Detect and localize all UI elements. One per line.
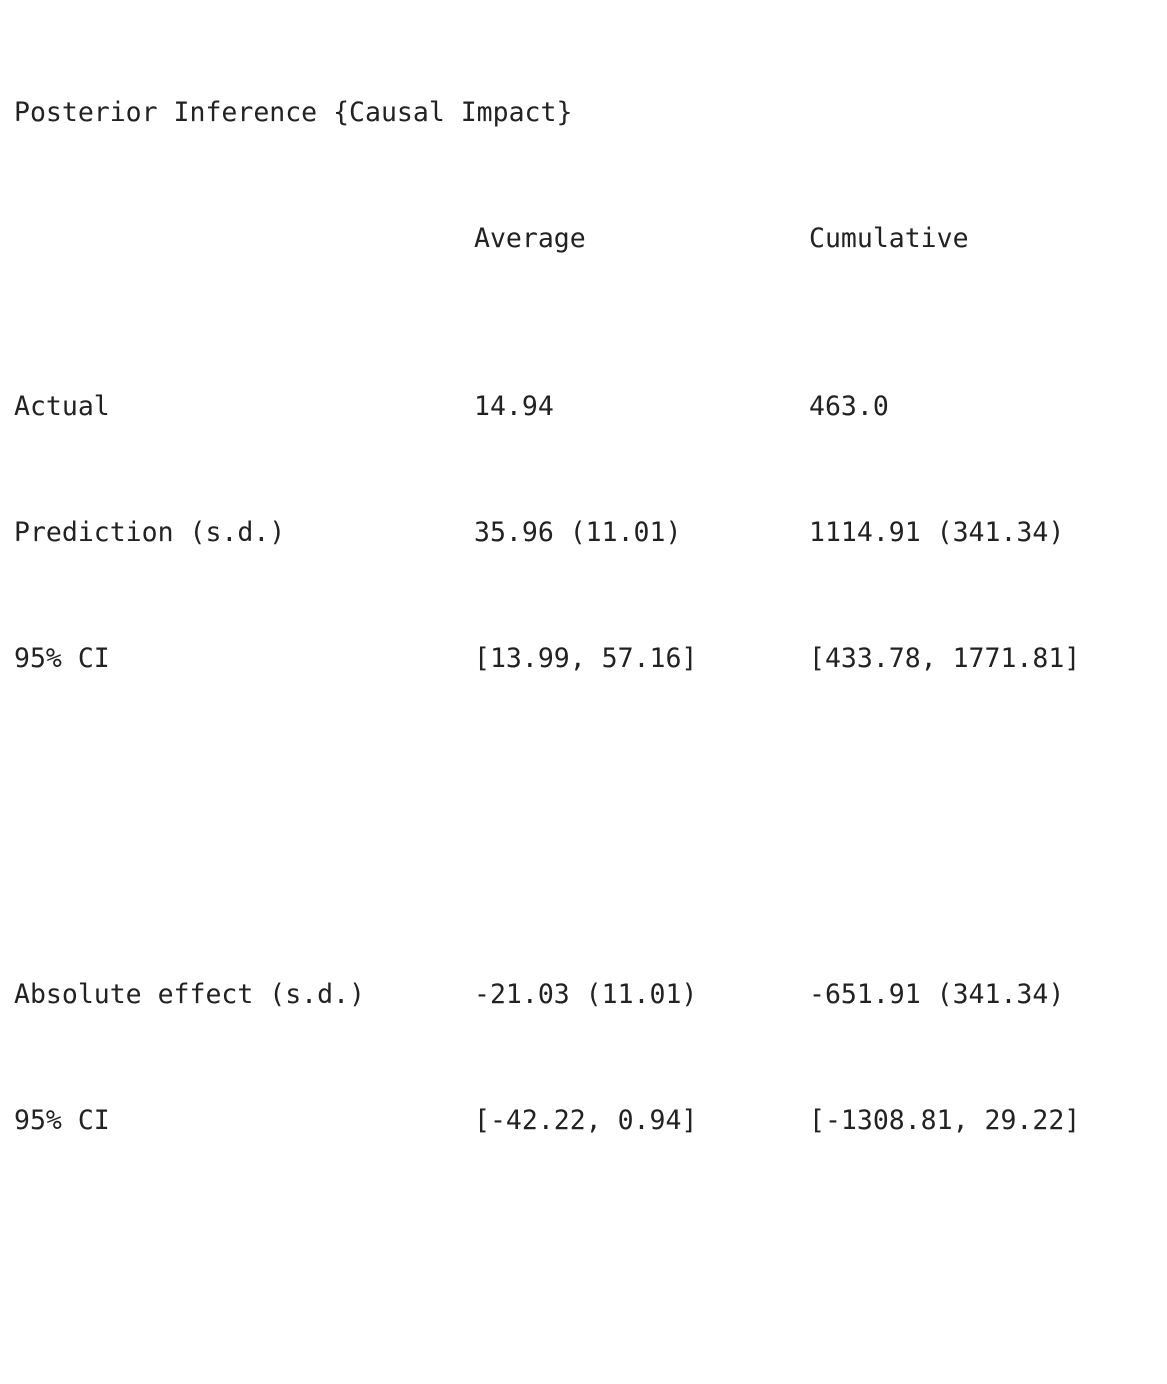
summary-title-row: Posterior Inference {Causal Impact} [14, 92, 572, 134]
row-label: Actual [14, 391, 110, 422]
row-actual: Actual 14.94 463.0 [14, 386, 889, 428]
row-absolute-ci: 95% CI [-42.22, 0.94] [-1308.81, 29.22] [14, 1100, 1080, 1142]
header-average: Average [474, 223, 586, 254]
row-cumulative: 463.0 [809, 391, 889, 422]
row-average: [13.99, 57.16] [474, 643, 698, 674]
row-average: 14.94 [474, 391, 554, 422]
row-cumulative: [-1308.81, 29.22] [809, 1105, 1081, 1136]
row-cumulative: 1114.91 (341.34) [809, 517, 1065, 548]
row-label: 95% CI [14, 643, 110, 674]
summary-output: Posterior Inference {Causal Impact} Aver… [14, 8, 1080, 1384]
row-average: [-42.22, 0.94] [474, 1105, 698, 1136]
row-prediction: Prediction (s.d.) 35.96 (11.01) 1114.91 … [14, 512, 1064, 554]
row-label: Absolute effect (s.d.) [14, 979, 365, 1010]
header-cumulative: Cumulative [809, 223, 969, 254]
row-absolute-effect: Absolute effect (s.d.) -21.03 (11.01) -6… [14, 974, 1064, 1016]
summary-title: Posterior Inference {Causal Impact} [14, 97, 573, 128]
row-cumulative: -651.91 (341.34) [809, 979, 1065, 1010]
row-label: Prediction (s.d.) [14, 517, 286, 548]
row-label: 95% CI [14, 1105, 110, 1136]
row-average: -21.03 (11.01) [474, 979, 698, 1010]
row-cumulative: [433.78, 1771.81] [809, 643, 1081, 674]
row-average: 35.96 (11.01) [474, 517, 682, 548]
row-prediction-ci: 95% CI [13.99, 57.16] [433.78, 1771.81] [14, 638, 1080, 680]
header-row: Average Cumulative [14, 218, 969, 260]
